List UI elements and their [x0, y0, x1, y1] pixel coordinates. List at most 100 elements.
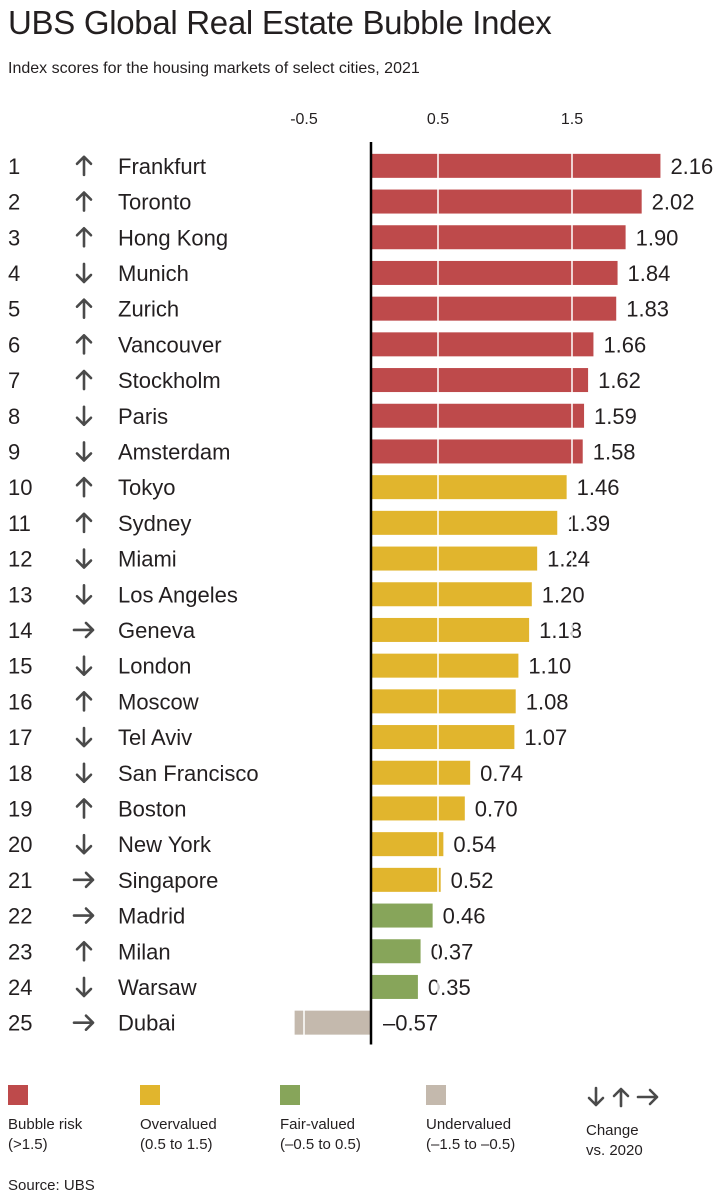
rank-label: 3	[8, 225, 20, 250]
bar	[371, 725, 515, 750]
value-label: 1.84	[628, 261, 671, 286]
city-label: Madrid	[118, 904, 185, 929]
rank-label: 12	[8, 547, 32, 572]
change-down-arrow-icon	[75, 976, 93, 998]
bar	[371, 368, 589, 393]
value-label: 1.24	[547, 547, 590, 572]
city-label: Stockholm	[118, 368, 221, 393]
bar	[371, 617, 530, 642]
change-up-arrow-icon	[75, 226, 93, 248]
rank-label: 16	[8, 689, 32, 714]
value-label: 2.16	[670, 154, 713, 179]
value-label: 0.46	[443, 904, 486, 929]
value-label: 0.74	[480, 761, 523, 786]
legend-bubble-risk: Bubble risk (>1.5)	[8, 1085, 82, 1155]
chart-title: UBS Global Real Estate Bubble Index	[8, 4, 552, 41]
rank-label: 7	[8, 368, 20, 393]
bar	[371, 260, 618, 285]
city-label: Frankfurt	[118, 154, 206, 179]
bar	[371, 403, 585, 428]
change-up-arrow-icon	[75, 476, 93, 498]
bar	[371, 439, 583, 464]
bar	[371, 832, 444, 857]
rank-label: 18	[8, 761, 32, 786]
bar	[371, 974, 418, 999]
bar	[371, 903, 433, 928]
bar	[371, 867, 441, 892]
rank-label: 1	[8, 154, 20, 179]
legend-swatch-overvalued	[140, 1085, 160, 1105]
city-label: Los Angeles	[118, 582, 238, 607]
bar	[371, 546, 538, 571]
value-label: 1.83	[626, 297, 669, 322]
change-up-arrow-icon	[75, 155, 93, 177]
city-label: Boston	[118, 796, 187, 821]
bar	[371, 225, 626, 250]
change-down-arrow-icon	[75, 405, 93, 427]
legend-undervalued: Undervalued (–1.5 to –0.5)	[426, 1085, 515, 1155]
value-label: 1.39	[567, 511, 610, 536]
change-up-arrow-icon	[75, 940, 93, 962]
legend-fair-valued: Fair-valued (–0.5 to 0.5)	[280, 1085, 361, 1155]
city-label: New York	[118, 832, 212, 857]
city-label: Warsaw	[118, 975, 197, 1000]
x-tick-label: -0.5	[290, 111, 318, 128]
city-label: Tokyo	[118, 475, 175, 500]
change-down-arrow-icon	[75, 548, 93, 569]
legend-overvalued: Overvalued (0.5 to 1.5)	[140, 1085, 217, 1155]
bar	[294, 1010, 371, 1035]
city-label: Paris	[118, 404, 168, 429]
change-down-arrow-icon	[75, 441, 93, 462]
change-up-arrow-icon	[75, 512, 93, 534]
value-label: 1.10	[528, 654, 571, 679]
bar	[371, 153, 661, 178]
legend-change-arrows-icon	[587, 1086, 659, 1108]
legend-label-change: Change vs. 2020	[586, 1122, 643, 1159]
value-label: 0.37	[431, 939, 474, 964]
value-label: 1.07	[524, 725, 567, 750]
bar	[371, 689, 516, 714]
change-right-arrow-icon	[72, 621, 95, 639]
value-label: 1.46	[577, 475, 620, 500]
city-label: Milan	[118, 939, 171, 964]
value-label: 1.20	[542, 582, 585, 607]
change-up-arrow-icon	[75, 334, 93, 355]
change-up-arrow-icon	[75, 191, 93, 212]
city-label: Miami	[118, 547, 177, 572]
rank-label: 15	[8, 654, 32, 679]
rank-label: 4	[8, 261, 20, 286]
change-down-arrow-icon	[75, 833, 93, 855]
rank-label: 14	[8, 618, 32, 643]
city-label: Singapore	[118, 868, 218, 893]
bar	[371, 189, 642, 214]
rank-label: 23	[8, 939, 32, 964]
rank-label: 5	[8, 297, 20, 322]
rank-label: 21	[8, 868, 32, 893]
bar	[371, 760, 471, 785]
bar	[371, 796, 465, 821]
value-label: 1.08	[526, 689, 569, 714]
rank-label: 6	[8, 332, 20, 357]
change-up-arrow-icon	[75, 691, 93, 712]
rank-label: 24	[8, 975, 32, 1000]
change-up-arrow-icon	[75, 298, 93, 319]
rank-label: 22	[8, 904, 32, 929]
rank-label: 9	[8, 439, 20, 464]
value-label: 1.59	[594, 404, 637, 429]
bar	[371, 296, 617, 321]
city-label: Tel Aviv	[118, 725, 192, 750]
bar	[371, 332, 594, 357]
change-up-arrow-icon	[75, 369, 93, 391]
city-label: Zurich	[118, 297, 179, 322]
change-up-arrow-icon	[75, 798, 93, 819]
legend-swatch-fair-valued	[280, 1085, 300, 1105]
legend-label-fair-valued: Fair-valued (–0.5 to 0.5)	[280, 1116, 361, 1153]
x-tick-label: 0.5	[427, 111, 449, 128]
change-down-arrow-icon	[75, 262, 93, 284]
rank-label: 11	[8, 511, 31, 536]
value-label: 1.18	[539, 618, 582, 643]
rank-label: 10	[8, 475, 32, 500]
rank-label: 25	[8, 1011, 32, 1036]
city-label: Hong Kong	[118, 225, 228, 250]
bar-chart: -0.5 0.5 1.5 1 Frankfurt 2.16 2 Toronto 2.02 3 Hon…	[8, 111, 713, 1045]
